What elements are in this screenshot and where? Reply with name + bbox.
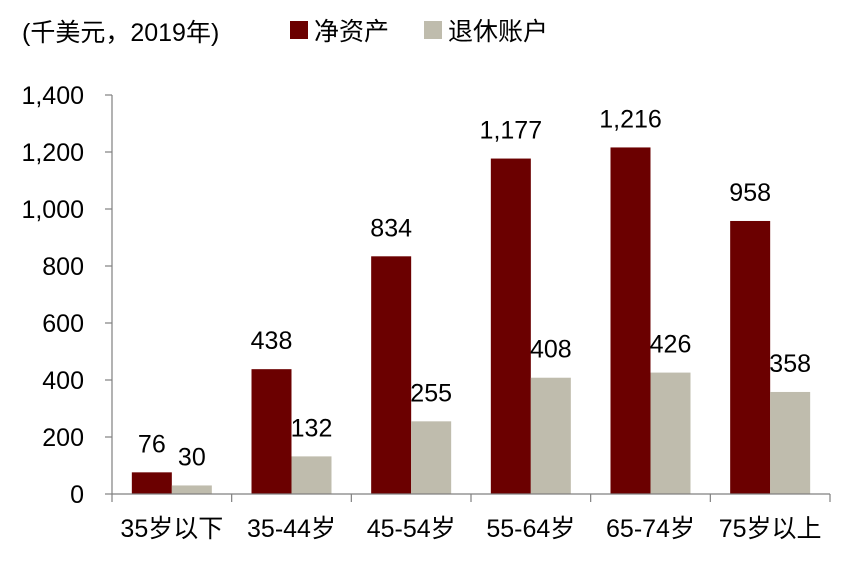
data-label-net-worth: 958	[729, 179, 771, 207]
bar-net-worth	[131, 472, 172, 494]
y-tick-label: 0	[70, 481, 84, 509]
bar-retirement-account	[411, 421, 452, 494]
y-tick-label: 200	[42, 424, 84, 452]
legend-swatch-retirement-account	[424, 21, 442, 39]
legend-label-retirement-account: 退休账户	[448, 18, 548, 46]
bar-net-worth	[251, 369, 292, 494]
data-label-retirement-account: 426	[650, 331, 692, 359]
unit-label: (千美元，2019年)	[22, 19, 219, 47]
y-tick-label: 1,200	[21, 139, 84, 167]
x-category-label: 35岁以下	[120, 515, 223, 543]
x-category-label: 75岁以上	[719, 515, 822, 543]
y-tick-label: 1,000	[21, 196, 84, 224]
data-label-retirement-account: 408	[530, 336, 572, 364]
x-category-label: 55-64岁	[486, 515, 575, 543]
bar-net-worth	[490, 158, 531, 494]
x-category-label: 45-54岁	[367, 515, 456, 543]
y-tick-label: 400	[42, 367, 84, 395]
y-tick-label: 1,400	[21, 82, 84, 110]
bar-net-worth	[371, 256, 412, 494]
data-label-retirement-account: 255	[410, 379, 452, 407]
data-label-retirement-account: 358	[769, 350, 811, 378]
x-category-label: 65-74岁	[606, 515, 695, 543]
data-label-retirement-account: 30	[178, 443, 206, 471]
bar-retirement-account	[770, 391, 811, 494]
bar-net-worth	[610, 147, 651, 494]
data-label-retirement-account: 132	[291, 414, 333, 442]
y-tick-label: 600	[42, 310, 84, 338]
bar-retirement-account	[530, 377, 571, 494]
bar-retirement-account	[171, 485, 212, 494]
data-label-net-worth: 438	[251, 327, 293, 355]
y-axis: 0 200 400 600 800 1,000 1,200 1,400	[21, 82, 113, 509]
x-category-label: 35-44岁	[247, 515, 336, 543]
data-label-net-worth: 1,177	[480, 117, 543, 145]
bar-retirement-account	[291, 456, 332, 494]
legend-swatch-net-worth	[290, 21, 308, 39]
x-axis: 35岁以下 35-44岁 45-54岁 55-64岁 65-74岁 75岁以上	[111, 493, 831, 543]
data-labels: 76 30 438 132 834 255 1,177 408 1,216 426 958 358	[138, 105, 811, 471]
legend-label-net-worth: 净资产	[314, 18, 389, 46]
data-label-net-worth: 1,216	[599, 105, 662, 133]
bar-net-worth	[730, 220, 771, 494]
data-label-net-worth: 834	[370, 214, 412, 242]
bars	[131, 147, 811, 494]
y-tick-label: 800	[42, 253, 84, 281]
data-label-net-worth: 76	[138, 430, 166, 458]
bar-retirement-account	[650, 372, 691, 494]
